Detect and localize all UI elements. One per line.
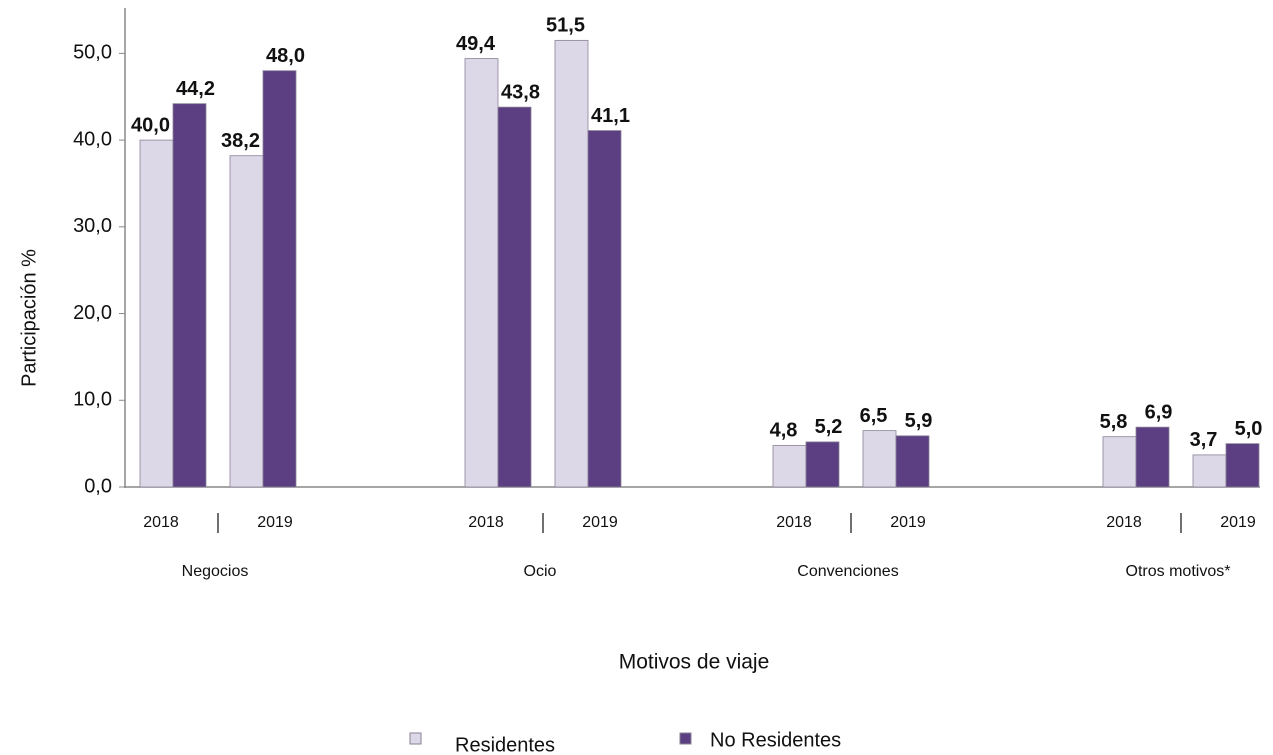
value-label: 38,2 [221, 130, 260, 152]
value-label: 44,2 [176, 78, 215, 100]
year-label: 2019 [257, 514, 293, 531]
value-label: 5,9 [905, 410, 933, 432]
year-label: 2019 [582, 514, 618, 531]
bar-no-residentes [895, 435, 930, 488]
value-label: 5,2 [815, 416, 843, 438]
bar-no-residentes [172, 103, 207, 488]
category-label: Convenciones [797, 563, 898, 580]
y-axis-title: Participación % [18, 249, 40, 387]
value-label: 49,4 [456, 33, 496, 55]
y-tick-label: 0,0 [84, 475, 112, 497]
value-label: 3,7 [1190, 429, 1218, 451]
bar-residentes [554, 39, 589, 488]
value-label: 5,8 [1100, 411, 1128, 433]
year-label: 2018 [776, 514, 812, 531]
y-tick-label: 50,0 [73, 42, 112, 64]
y-tick-label: 10,0 [73, 389, 112, 411]
bar-residentes [139, 139, 174, 488]
bar-residentes [772, 444, 807, 488]
year-label: 2018 [468, 514, 504, 531]
y-tick-label: 30,0 [73, 215, 112, 237]
value-label: 6,9 [1145, 401, 1173, 423]
bar-no-residentes [262, 70, 297, 488]
value-label: 41,1 [591, 105, 630, 127]
category-label: Otros motivos* [1126, 563, 1231, 580]
bar-no-residentes [1135, 426, 1170, 488]
legend-marker [409, 732, 422, 745]
bar-residentes [1192, 454, 1227, 488]
bar-no-residentes [1225, 443, 1260, 488]
legend-marker [679, 732, 692, 745]
bar-no-residentes [587, 130, 622, 488]
value-label: 6,5 [860, 405, 888, 427]
bar-residentes [464, 58, 499, 488]
bar-no-residentes [497, 106, 532, 488]
year-label: 2018 [143, 514, 179, 531]
value-label: 4,8 [770, 420, 798, 442]
legend-label: Residentes [455, 734, 555, 755]
bar-residentes [1102, 436, 1137, 488]
value-label: 5,0 [1235, 418, 1263, 440]
value-label: 48,0 [266, 45, 305, 67]
value-label: 40,0 [131, 114, 170, 136]
bar-residentes [229, 155, 264, 488]
year-label: 2019 [890, 514, 926, 531]
year-label: 2018 [1106, 514, 1142, 531]
year-label: 2019 [1220, 514, 1256, 531]
y-tick-label: 20,0 [73, 302, 112, 324]
category-label: Negocios [182, 563, 249, 580]
y-tick-label: 40,0 [73, 128, 112, 150]
x-axis-title: Motivos de viaje [619, 651, 770, 674]
bar-no-residentes [805, 441, 840, 488]
bar-residentes [862, 430, 897, 488]
value-label: 43,8 [501, 81, 540, 103]
legend-label: No Residentes [710, 729, 841, 751]
value-label: 51,5 [546, 15, 585, 37]
category-label: Ocio [524, 563, 557, 580]
